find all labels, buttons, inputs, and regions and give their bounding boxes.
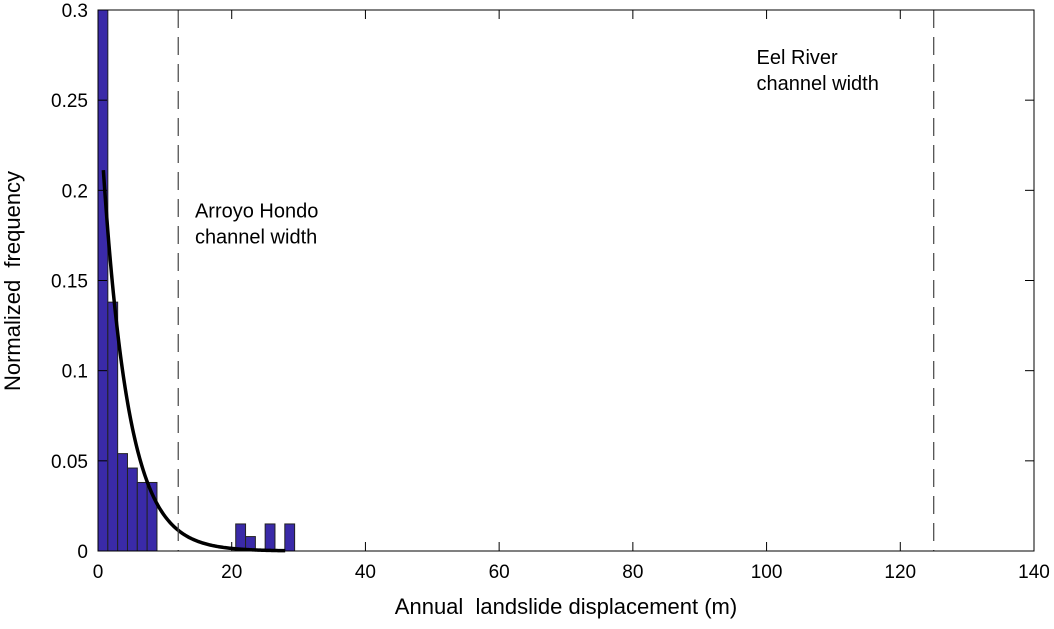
bars bbox=[97, 9, 296, 552]
x-tick-label: 20 bbox=[221, 562, 242, 583]
histogram-bar bbox=[264, 523, 276, 552]
histogram-bar bbox=[117, 453, 128, 552]
x-axis-label: Annual landslide displacement (m) bbox=[395, 594, 737, 619]
x-tick-label: 140 bbox=[1018, 562, 1050, 583]
axis-ticks: 0 20 40 60 80 100 120 140 0 0.05 0.1 0.15 0.2 0.25 0.3 bbox=[51, 1, 1050, 583]
y-tick-label: 0.15 bbox=[51, 272, 88, 293]
histogram-bar bbox=[126, 467, 138, 552]
x-tick-label: 100 bbox=[751, 562, 783, 583]
exponential-fit-curve bbox=[101, 170, 286, 553]
histogram-bar bbox=[107, 301, 119, 552]
y-tick-label: 0.05 bbox=[51, 452, 88, 473]
y-tick-label: 0.2 bbox=[62, 181, 88, 202]
x-tick-label: 120 bbox=[884, 562, 916, 583]
x-tick-label: 80 bbox=[622, 562, 643, 583]
histogram-bar bbox=[235, 523, 247, 552]
y-axis-label: Normalized frequency bbox=[0, 171, 25, 391]
annotation-label: channel width bbox=[195, 226, 317, 248]
reference-lines bbox=[177, 10, 935, 551]
annotations: Arroyo Hondo channel width Eel River channe… bbox=[195, 47, 879, 248]
y-tick-label: 0 bbox=[77, 542, 88, 563]
x-tick-label: 40 bbox=[355, 562, 376, 583]
x-tick-label: 0 bbox=[93, 562, 104, 583]
histogram-bar bbox=[136, 481, 148, 552]
x-tick-label: 60 bbox=[489, 562, 510, 583]
annotation-label: Eel River bbox=[757, 47, 838, 69]
plot-frame bbox=[97, 9, 1035, 552]
annotation-label: Arroyo Hondo bbox=[195, 200, 318, 222]
y-tick-label: 0.25 bbox=[51, 91, 88, 112]
y-tick-label: 0.3 bbox=[62, 1, 88, 22]
annotation-label: channel width bbox=[757, 73, 879, 95]
y-tick-label: 0.1 bbox=[62, 362, 88, 383]
histogram-bar bbox=[284, 523, 296, 552]
